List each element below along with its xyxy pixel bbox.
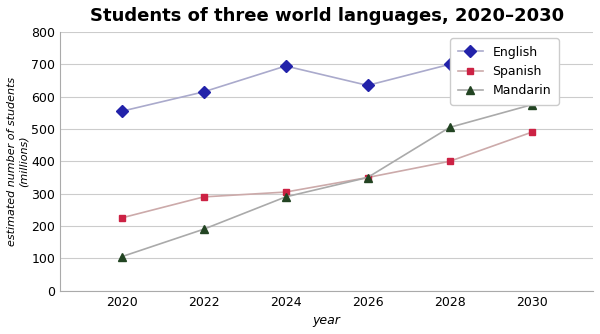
Mandarin bbox=[282, 195, 289, 199]
Spanish bbox=[118, 216, 125, 220]
Legend: English, Spanish, Mandarin: English, Spanish, Mandarin bbox=[450, 38, 559, 105]
Line: Spanish: Spanish bbox=[118, 129, 535, 221]
English bbox=[364, 84, 371, 88]
Spanish bbox=[364, 175, 371, 179]
Spanish bbox=[446, 159, 453, 163]
English bbox=[528, 46, 535, 50]
English bbox=[446, 62, 453, 66]
Title: Students of three world languages, 2020–2030: Students of three world languages, 2020–… bbox=[89, 7, 563, 25]
Spanish bbox=[200, 195, 207, 199]
X-axis label: year: year bbox=[313, 314, 341, 327]
Spanish bbox=[282, 190, 289, 194]
English bbox=[118, 109, 125, 113]
Mandarin bbox=[118, 255, 125, 259]
Mandarin bbox=[364, 175, 371, 179]
English bbox=[200, 90, 207, 94]
Mandarin bbox=[528, 103, 535, 107]
Mandarin bbox=[200, 227, 207, 231]
Mandarin bbox=[446, 125, 453, 129]
Spanish bbox=[528, 130, 535, 134]
Line: English: English bbox=[118, 44, 536, 116]
Y-axis label: estimated number of students
(millions): estimated number of students (millions) bbox=[7, 77, 29, 246]
English bbox=[282, 64, 289, 68]
Line: Mandarin: Mandarin bbox=[118, 101, 536, 261]
